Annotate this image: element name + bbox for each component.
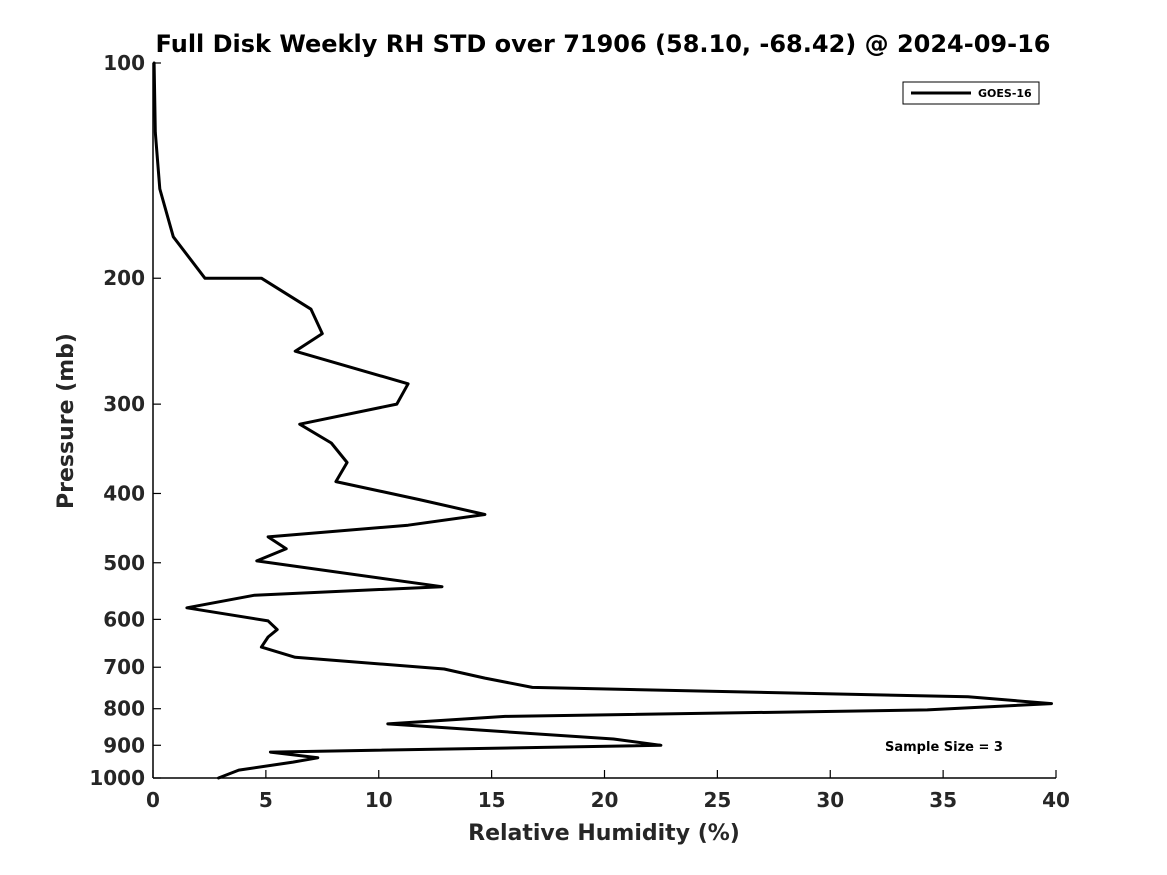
x-tick-label: 5 (259, 788, 273, 812)
y-tick-label: 1000 (89, 766, 145, 790)
series-layer (152, 61, 1053, 780)
y-axis-ticks: 100 200 300 400 500 600 700 800 900 1000 (89, 51, 161, 790)
y-tick-label: 200 (103, 266, 145, 290)
x-tick-label: 0 (146, 788, 160, 812)
y-tick-label: 700 (103, 655, 145, 679)
y-axis-label: Pressure (mb) (54, 333, 79, 509)
y-tick-label: 500 (103, 551, 145, 575)
chart-title: Full Disk Weekly RH STD over 71906 (58.1… (156, 30, 1051, 58)
y-tick-label: 600 (103, 607, 145, 631)
plot-area (152, 63, 1056, 779)
x-tick-label: 35 (929, 788, 957, 812)
y-tick-label: 300 (103, 392, 145, 416)
x-tick-label: 30 (816, 788, 844, 812)
y-tick-label: 100 (103, 51, 145, 75)
legend-label-goes-16: GOES-16 (978, 87, 1032, 100)
x-tick-label: 40 (1042, 788, 1070, 812)
x-axis-label: Relative Humidity (%) (468, 821, 740, 846)
legend: GOES-16 (902, 81, 1040, 105)
y-tick-label: 900 (103, 733, 145, 757)
x-tick-label: 10 (365, 788, 393, 812)
x-axis-ticks: 0 5 10 15 20 25 30 35 40 (146, 770, 1070, 812)
x-tick-label: 15 (478, 788, 506, 812)
x-tick-label: 25 (703, 788, 731, 812)
y-tick-label: 800 (103, 697, 145, 721)
series-line-goes-16 (152, 61, 1053, 780)
x-tick-label: 20 (591, 788, 619, 812)
sample-size-annotation: Sample Size = 3 (885, 740, 1003, 755)
y-tick-label: 400 (103, 481, 145, 505)
